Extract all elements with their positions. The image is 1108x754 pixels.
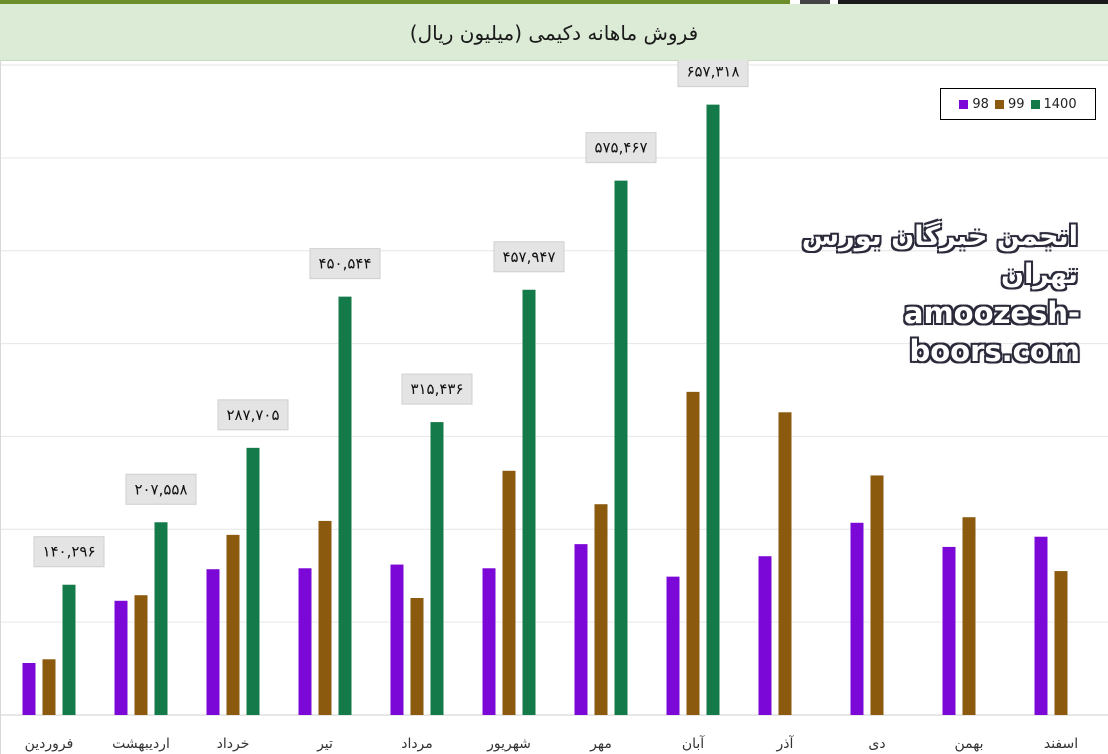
x-tick-label: خرداد bbox=[217, 736, 250, 752]
bar-1400-7 bbox=[614, 180, 628, 715]
bar-99-9 bbox=[778, 412, 792, 715]
bar-98-4 bbox=[298, 568, 312, 715]
bar-98-12 bbox=[1034, 536, 1048, 715]
x-tick-label: تیر bbox=[316, 736, 333, 752]
x-tick-label: فروردین bbox=[25, 736, 74, 752]
data-label: ۴۵۷,۹۴۷ bbox=[502, 248, 555, 266]
data-label: ۴۵۰,۵۴۴ bbox=[318, 255, 371, 273]
legend-item-99: 99 bbox=[994, 96, 1025, 112]
bar-1400-6 bbox=[522, 289, 536, 715]
bar-98-8 bbox=[666, 576, 680, 715]
bar-98-10 bbox=[850, 522, 864, 715]
bar-1400-1 bbox=[62, 584, 76, 715]
bar-98-1 bbox=[22, 663, 36, 715]
data-label-box bbox=[585, 132, 657, 164]
bar-99-3 bbox=[226, 534, 240, 715]
top-strip-green bbox=[0, 0, 790, 4]
bar-99-7 bbox=[594, 504, 608, 715]
data-label: ۲۸۷,۷۰۵ bbox=[226, 406, 279, 424]
bar-99-8 bbox=[686, 391, 700, 715]
legend-swatch-1400 bbox=[1030, 99, 1040, 109]
data-label-box bbox=[677, 60, 749, 88]
title-band: فروش ماهانه دکیمی (میلیون ریال) bbox=[0, 4, 1108, 61]
bar-chart: فروردین ۱۴۰,۲۹۶ اردیبهشت ۲۰۷,۵۵۸ خرداد ۲۸۷,۷۰… bbox=[1, 60, 1108, 752]
data-label-box bbox=[125, 473, 197, 505]
data-label: ۲۰۷,۵۵۸ bbox=[134, 480, 187, 498]
bar-99-6 bbox=[502, 470, 516, 715]
data-label-box bbox=[33, 536, 105, 568]
bar-98-9 bbox=[758, 556, 772, 715]
bar-98-7 bbox=[574, 544, 588, 715]
x-tick-label: اردیبهشت bbox=[112, 736, 170, 752]
data-label: ۵۷۵,۴۶۷ bbox=[594, 139, 647, 157]
data-label-box bbox=[217, 399, 289, 431]
data-label-box bbox=[401, 373, 473, 405]
x-tick-label: مرداد bbox=[401, 736, 433, 752]
x-tick-label: بهمن bbox=[954, 736, 983, 752]
legend-swatch-98 bbox=[959, 99, 969, 109]
legend-item-1400: 1400 bbox=[1030, 96, 1077, 112]
bar-1400-4 bbox=[338, 296, 352, 715]
top-strip-gray bbox=[800, 0, 830, 4]
watermark-persian-text: انجمن خبرگان بورس تهران bbox=[801, 221, 1078, 290]
data-label: ۳۱۵,۴۳۶ bbox=[410, 380, 463, 398]
bar-1400-8 bbox=[706, 104, 720, 715]
data-label-box bbox=[493, 241, 565, 273]
plot-area: فروردین ۱۴۰,۲۹۶ اردیبهشت ۲۰۷,۵۵۸ خرداد ۲۸۷,۷۰… bbox=[0, 60, 1108, 754]
top-decoration-strip bbox=[0, 0, 1108, 4]
bar-99-10 bbox=[870, 475, 884, 715]
x-tick-label: اسفند bbox=[1044, 736, 1078, 752]
x-tick-label: آبان bbox=[682, 735, 705, 752]
legend-swatch-99 bbox=[994, 99, 1004, 109]
bar-98-3 bbox=[206, 569, 220, 715]
bar-1400-5 bbox=[430, 422, 444, 715]
bar-99-5 bbox=[410, 598, 424, 715]
data-label: ۶۵۷,۳۱۸ bbox=[686, 63, 739, 81]
watermark: انجمن خبرگان بورس تهران amoozesh-boors.c… bbox=[740, 218, 1092, 370]
bar-98-5 bbox=[390, 564, 404, 715]
bar-99-12 bbox=[1054, 571, 1068, 715]
top-strip-dark bbox=[838, 0, 1108, 4]
legend-label-1400: 1400 bbox=[1043, 96, 1077, 112]
chart-title: فروش ماهانه دکیمی (میلیون ریال) bbox=[409, 21, 699, 45]
bar-98-6 bbox=[482, 568, 496, 715]
x-tick-label: شهریور bbox=[486, 736, 531, 752]
x-tick-label: مهر bbox=[589, 736, 612, 752]
legend: 98 99 1400 bbox=[940, 88, 1096, 120]
data-label: ۱۴۰,۲۹۶ bbox=[42, 543, 95, 561]
legend-label-98: 98 bbox=[972, 96, 989, 112]
bar-99-11 bbox=[962, 517, 976, 715]
bar-99-2 bbox=[134, 595, 148, 715]
x-tick-label: آذر bbox=[776, 735, 795, 752]
bar-99-4 bbox=[318, 520, 332, 715]
bar-98-2 bbox=[114, 600, 128, 715]
watermark-url: amoozesh-boors.com bbox=[903, 296, 1080, 368]
bar-1400-2 bbox=[154, 522, 168, 715]
data-label-box bbox=[309, 248, 381, 280]
x-tick-label: دی bbox=[868, 736, 885, 752]
bar-1400-3 bbox=[246, 447, 260, 715]
bar-98-11 bbox=[942, 546, 956, 715]
bar-99-1 bbox=[42, 659, 56, 715]
legend-item-98: 98 bbox=[959, 97, 989, 112]
legend-label-99: 99 bbox=[1007, 96, 1025, 112]
